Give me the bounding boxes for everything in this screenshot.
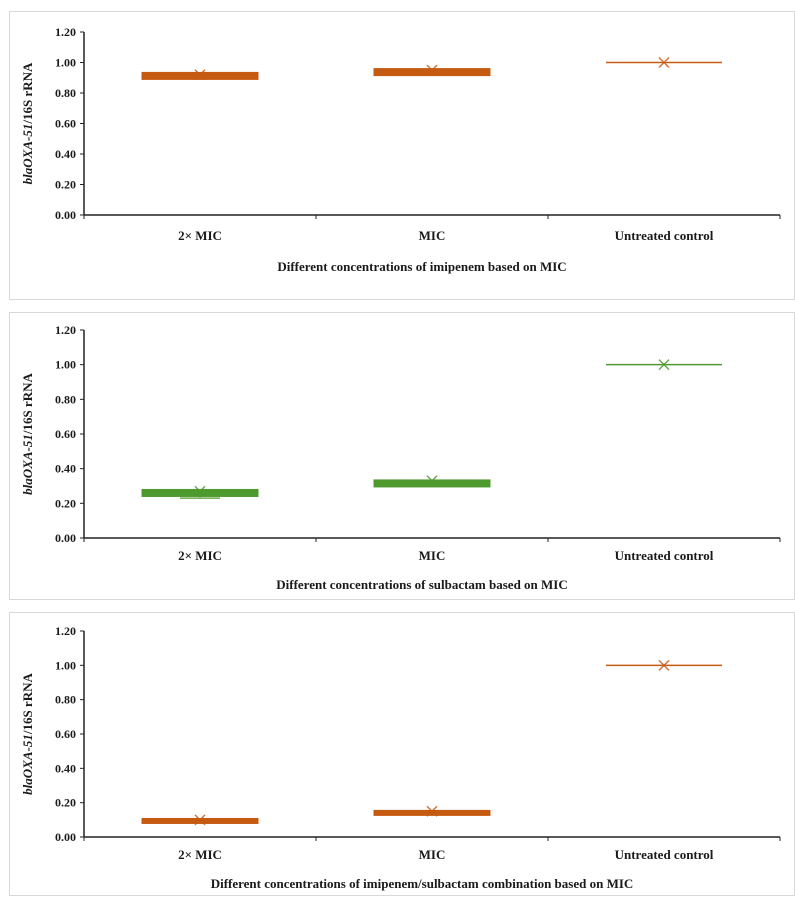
y-tick-label: 0.60 xyxy=(55,117,76,131)
y-tick-label: 0.60 xyxy=(55,427,76,441)
y-tick-label: 1.20 xyxy=(55,624,76,638)
y-tick-label: 0.40 xyxy=(55,147,76,161)
chart-panel-sulbactam: 0.00 0.20 0.40 0.60 0.80 1.00 1.20 2× MIC MIC Unt… xyxy=(9,312,795,600)
y-tick-label: 0.60 xyxy=(55,727,76,741)
y-axis-title: blaOXA-51/16S rRNA xyxy=(20,373,35,495)
box-rect xyxy=(141,488,259,497)
box-rect xyxy=(141,817,259,824)
mean-marker xyxy=(658,659,670,671)
mean-marker xyxy=(658,359,670,371)
x-axis-title: Different concentrations of imipenem bas… xyxy=(277,259,566,274)
mean-marker xyxy=(194,814,206,826)
chart-panel-imipenem: 0.00 0.20 0.40 0.60 0.80 1.00 1.20 2× MIC MIC Unt… xyxy=(9,11,795,300)
category-label: MIC xyxy=(419,548,446,563)
category-label: Untreated control xyxy=(615,548,714,563)
category-label: 2× MIC xyxy=(178,847,222,862)
y-axis-title: blaOXA-51/16S rRNA xyxy=(20,62,35,184)
mean-marker xyxy=(658,57,670,68)
y-tick-label: 0.80 xyxy=(55,693,76,707)
mean-marker xyxy=(194,485,206,497)
y-tick-label: 0.20 xyxy=(55,796,76,810)
y-tick-label: 0.80 xyxy=(55,86,76,100)
y-tick-label: 0.00 xyxy=(55,531,76,545)
category-label: MIC xyxy=(419,847,446,862)
y-tick-label: 0.40 xyxy=(55,462,76,476)
y-tick-label: 1.00 xyxy=(55,358,76,372)
box-rect xyxy=(373,68,491,77)
chart-imipenem: 0.00 0.20 0.40 0.60 0.80 1.00 1.20 2× MIC MIC Unt… xyxy=(20,25,781,274)
mean-marker xyxy=(426,64,438,76)
chart-combination: 0.00 0.20 0.40 0.60 0.80 1.00 1.20 2× MIC MIC Unt… xyxy=(20,624,781,891)
y-tick-label: 1.20 xyxy=(55,323,76,337)
mean-marker xyxy=(426,805,438,817)
chart-panel-combination: 0.00 0.20 0.40 0.60 0.80 1.00 1.20 2× MIC MIC Unt… xyxy=(9,612,795,896)
mean-marker xyxy=(194,69,206,81)
y-tick-label: 0.00 xyxy=(55,830,76,844)
y-tick-label: 0.20 xyxy=(55,178,76,192)
y-tick-label: 0.20 xyxy=(55,496,76,510)
mean-marker xyxy=(426,475,438,487)
y-tick-label: 0.40 xyxy=(55,761,76,775)
category-label: MIC xyxy=(419,228,446,243)
box-rect xyxy=(141,71,259,80)
y-tick-label: 1.20 xyxy=(55,25,76,39)
x-axis-title: Different concentrations of imipenem/sul… xyxy=(211,876,634,891)
category-label: 2× MIC xyxy=(178,548,222,563)
y-tick-label: 1.00 xyxy=(55,56,76,70)
y-axis-title: blaOXA-51/16S rRNA xyxy=(20,673,35,795)
chart-sulbactam: 0.00 0.20 0.40 0.60 0.80 1.00 1.20 2× MIC MIC Unt… xyxy=(20,323,781,592)
y-tick-label: 1.00 xyxy=(55,658,76,672)
category-label: 2× MIC xyxy=(178,228,222,243)
y-tick-label: 0.00 xyxy=(55,208,76,222)
category-label: Untreated control xyxy=(615,847,714,862)
x-axis-title: Different concentrations of sulbactam ba… xyxy=(276,577,568,592)
y-tick-label: 0.80 xyxy=(55,392,76,406)
category-label: Untreated control xyxy=(615,228,714,243)
